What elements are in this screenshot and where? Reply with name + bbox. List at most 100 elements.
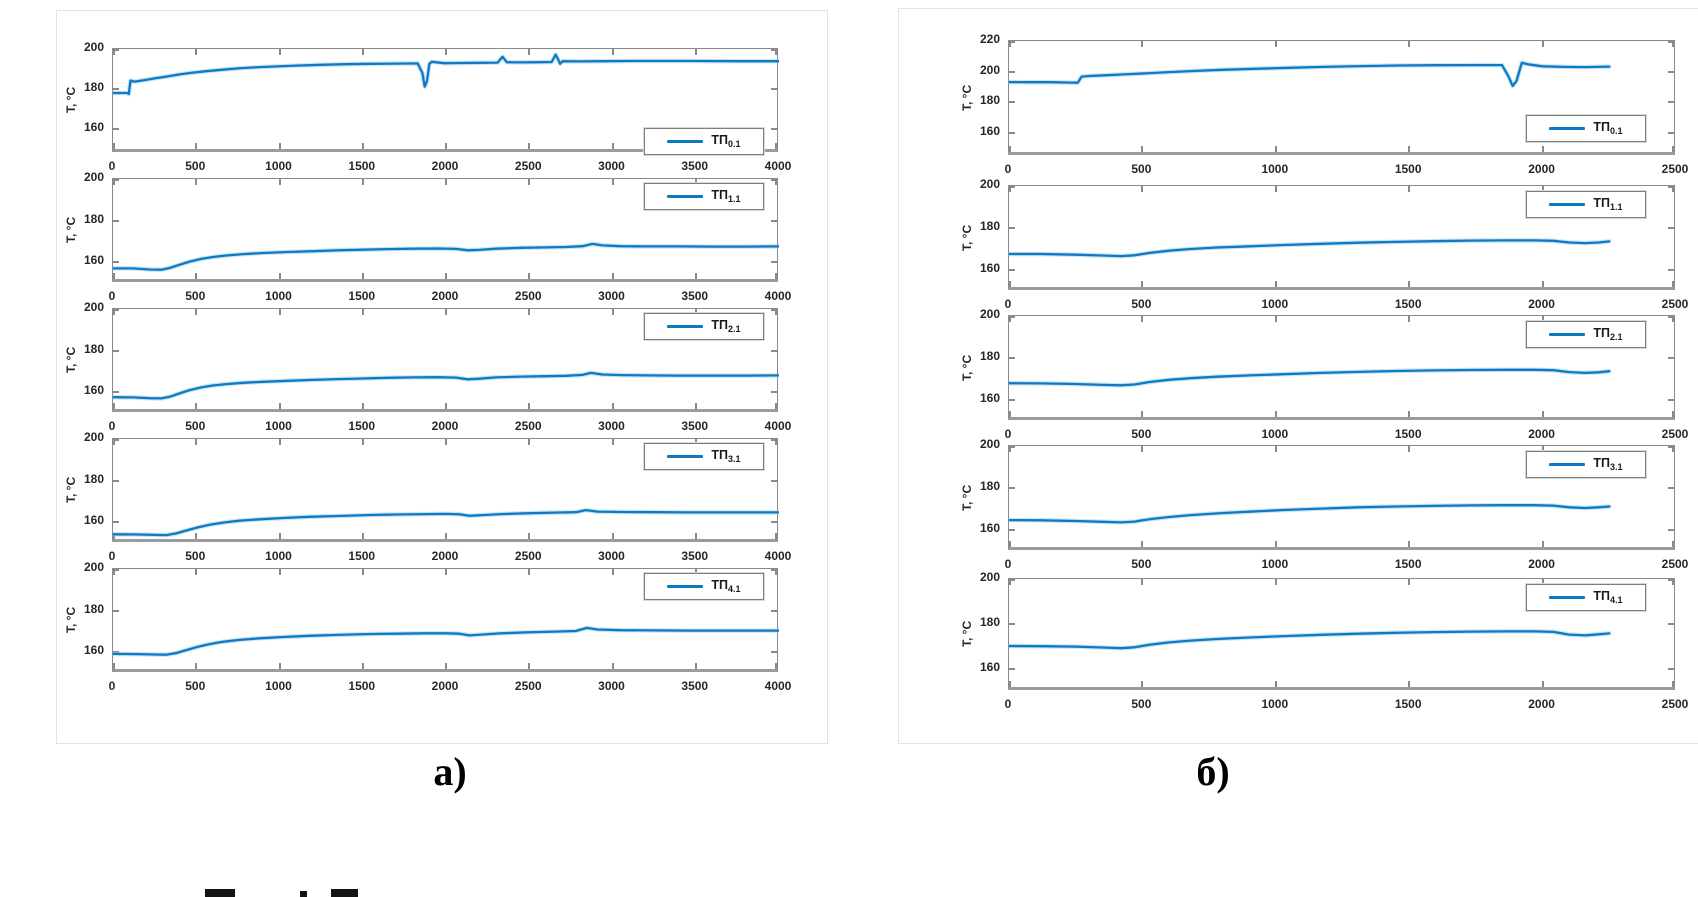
y-tick-mark-right — [771, 49, 777, 51]
x-tick-mark-top — [445, 49, 447, 55]
x-tick-mark-top — [1408, 41, 1411, 47]
x-tick-mark-top — [445, 309, 447, 315]
y-tick-mark-right — [771, 219, 777, 222]
x-tick-label: 500 — [1131, 297, 1152, 311]
x-tick-mark-top — [445, 569, 447, 575]
x-tick-mark-bottom — [113, 273, 115, 279]
x-tick-label: 1500 — [1394, 697, 1422, 711]
x-tick-mark-bottom — [1672, 146, 1674, 152]
x-tick-mark-bottom — [113, 143, 115, 149]
x-tick-mark-bottom — [113, 403, 115, 409]
x-tick-label: 4000 — [764, 159, 792, 173]
x-tick-mark-top — [1274, 41, 1277, 47]
x-tick-mark-top — [113, 439, 115, 445]
legend-series-subscript: 4.1 — [1610, 595, 1623, 605]
y-tick-mark-left — [1009, 132, 1015, 134]
y-tick-mark-left — [113, 569, 119, 571]
x-tick-mark-bottom — [361, 273, 364, 279]
x-tick-label: 4000 — [764, 289, 792, 303]
plot-area: ТП2.1 — [112, 308, 779, 412]
y-tick-mark-right — [771, 479, 777, 482]
x-tick-mark-bottom — [445, 273, 447, 279]
x-tick-mark-top — [694, 49, 697, 55]
y-tick-label: 180 — [83, 341, 104, 356]
temperature-series-line — [113, 241, 779, 272]
y-tick-mark-right — [1668, 316, 1674, 318]
y-tick-mark-left — [1009, 529, 1015, 531]
y-tick-mark-right — [1668, 41, 1674, 43]
x-tick-mark-top — [1009, 186, 1011, 192]
figure-a-border — [56, 10, 828, 744]
x-tick-mark-bottom — [1541, 146, 1544, 152]
y-tick-label: 160 — [83, 383, 104, 398]
x-tick-mark-top — [694, 179, 697, 185]
x-tick-mark-bottom — [278, 533, 281, 539]
plot-area: ТП1.1 — [112, 178, 779, 282]
x-tick-mark-bottom — [1141, 411, 1144, 417]
x-tick-label: 3000 — [598, 679, 625, 693]
legend: ТП4.1 — [1526, 584, 1646, 611]
x-tick-mark-bottom — [1408, 146, 1411, 152]
x-tick-mark-bottom — [1141, 146, 1144, 152]
y-tick-label: 180 — [979, 614, 1000, 629]
legend-line-sample — [1549, 202, 1586, 207]
x-tick-mark-bottom — [278, 663, 281, 669]
x-tick-mark-top — [1141, 186, 1144, 192]
y-tick-mark-left — [1009, 357, 1015, 359]
y-tick-mark-left — [113, 128, 119, 130]
legend-series-subscript: 2.1 — [1610, 332, 1623, 342]
x-tick-mark-top — [1672, 316, 1674, 322]
x-tick-label: 1000 — [265, 549, 292, 563]
y-tick-label: 160 — [83, 513, 104, 528]
x-tick-label: 2000 — [431, 679, 459, 693]
legend-line-sample — [667, 454, 704, 459]
y-tick-mark-right — [1668, 579, 1674, 581]
x-tick-mark-bottom — [775, 663, 777, 669]
y-tick-label: 180 — [83, 471, 104, 486]
x-tick-mark-top — [775, 439, 777, 445]
x-tick-mark-top — [528, 569, 531, 575]
x-tick-mark-bottom — [445, 143, 447, 149]
legend: ТП3.1 — [644, 443, 764, 470]
y-tick-mark-right — [1668, 132, 1674, 134]
y-tick-label: 200 — [979, 307, 1000, 321]
x-tick-label: 1500 — [348, 679, 376, 693]
x-tick-mark-bottom — [1274, 146, 1277, 152]
x-tick-mark-bottom — [694, 533, 697, 539]
x-tick-mark-bottom — [1009, 146, 1011, 152]
legend: ТП2.1 — [644, 313, 764, 340]
x-tick-mark-top — [1541, 186, 1544, 192]
x-tick-mark-top — [1274, 579, 1277, 585]
x-tick-mark-top — [611, 309, 614, 315]
x-tick-mark-bottom — [775, 143, 777, 149]
x-tick-label: 500 — [1131, 427, 1152, 441]
x-tick-mark-bottom — [1541, 281, 1544, 287]
x-tick-mark-bottom — [195, 533, 198, 539]
legend-series-label: ТП4.1 — [1593, 589, 1623, 605]
y-tick-mark-left — [1009, 70, 1015, 73]
x-tick-mark-bottom — [445, 663, 447, 669]
x-tick-label: 1000 — [265, 159, 292, 173]
x-tick-mark-bottom — [1274, 411, 1277, 417]
y-tick-label: 180 — [83, 601, 104, 616]
x-tick-mark-bottom — [528, 403, 531, 409]
x-tick-label: 2000 — [431, 549, 459, 563]
chart-panel-b-tp1-1: ТП1.1 T, °C 160 180 200 0 500 1000 1500 2000 2500 — [956, 177, 1688, 316]
cropped-text-fragment — [205, 889, 235, 897]
y-tick-label: 200 — [979, 177, 1000, 191]
legend-series-label: ТП0.1 — [1593, 120, 1623, 136]
temperature-series-line — [113, 625, 779, 657]
x-tick-mark-top — [1009, 41, 1011, 47]
x-tick-mark-top — [278, 179, 281, 185]
y-tick-mark-left — [113, 609, 119, 612]
y-tick-label: 160 — [979, 521, 1000, 535]
x-tick-label: 1500 — [1394, 427, 1422, 441]
legend: ТП3.1 — [1526, 451, 1646, 478]
x-tick-label: 0 — [108, 419, 116, 433]
y-tick-mark-left — [1009, 667, 1015, 670]
x-tick-mark-top — [1274, 186, 1277, 192]
x-tick-label: 4000 — [764, 419, 792, 433]
x-tick-mark-bottom — [1672, 411, 1674, 417]
y-tick-label: 200 — [83, 300, 104, 314]
x-tick-mark-bottom — [361, 663, 364, 669]
